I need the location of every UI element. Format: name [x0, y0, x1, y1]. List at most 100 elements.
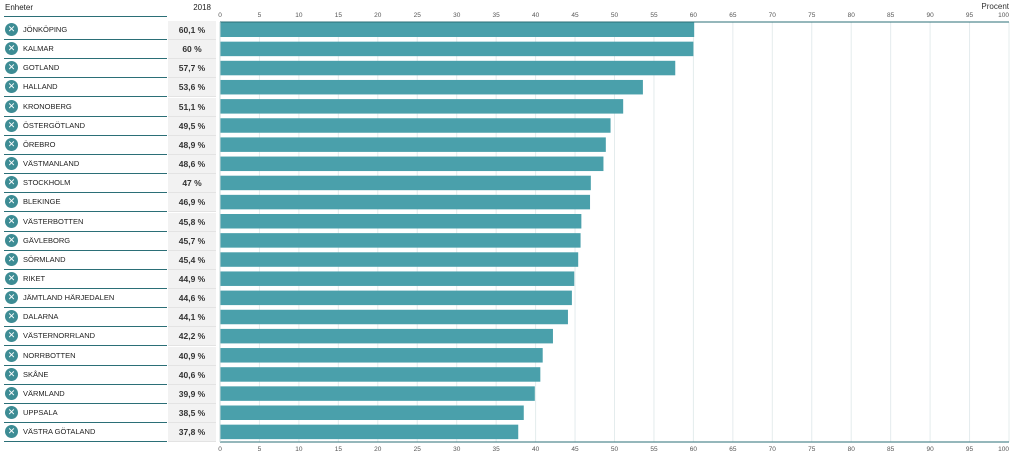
value-cell: 57,7 %	[168, 59, 216, 79]
unit-label: STOCKHOLM	[23, 178, 71, 188]
x-tick-label-bottom: 40	[532, 446, 540, 453]
x-tick-label-top: 10	[295, 12, 303, 19]
unit-cell: ✕ UPPSALA	[4, 404, 167, 423]
table-header: Enheter 2018	[4, 3, 214, 15]
unit-cell: ✕ VÄSTMANLAND	[4, 155, 167, 175]
remove-unit-button[interactable]: ✕	[5, 80, 18, 94]
x-tick-label-top: 5	[258, 12, 262, 19]
unit-cell: ✕ JÖNKÖPING	[4, 21, 167, 40]
value-cell: 44,1 %	[168, 308, 216, 328]
table-row: ✕ GÄVLEBORG 45,7 %	[4, 231, 216, 251]
remove-unit-button[interactable]: ✕	[5, 271, 18, 285]
unit-label: VÄRMLAND	[23, 388, 65, 398]
unit-cell: ✕ KRONOBERG	[4, 98, 167, 117]
x-tick-label-top: 30	[453, 12, 461, 19]
x-tick-label-top: 60	[690, 12, 698, 19]
unit-label: JÄMTLAND HÄRJEDALEN	[23, 293, 115, 303]
value-cell: 53,6 %	[168, 78, 216, 98]
unit-cell: ✕ SKÅNE	[4, 366, 167, 385]
remove-unit-button[interactable]: ✕	[5, 348, 18, 362]
unit-cell: ✕ VÄRMLAND	[4, 385, 167, 404]
value-cell: 60 %	[168, 40, 216, 60]
table-row: ✕ SÖRMLAND 45,4 %	[4, 250, 216, 270]
remove-unit-button[interactable]: ✕	[5, 61, 18, 75]
x-tick-label-top: 55	[650, 12, 658, 19]
unit-label: DALARNA	[23, 312, 59, 322]
remove-unit-button[interactable]: ✕	[5, 214, 18, 228]
x-tick-label-bottom: 100	[998, 446, 1009, 453]
unit-label: KALMAR	[23, 44, 54, 54]
remove-unit-button[interactable]: ✕	[5, 252, 18, 266]
bar	[220, 60, 676, 76]
x-tick-label-bottom: 0	[218, 446, 222, 453]
bar	[220, 348, 543, 363]
value-cell: 37,8 %	[168, 423, 216, 443]
bar	[220, 41, 694, 57]
remove-unit-button[interactable]: ✕	[5, 310, 18, 324]
table-row: ✕ KRONOBERG 51,1 %	[4, 97, 216, 117]
bar	[220, 328, 553, 344]
unit-cell: ✕ VÄSTERBOTTEN	[4, 213, 167, 232]
x-tick-label-bottom: 35	[493, 446, 501, 453]
unit-label: VÄSTRA GÖTALAND	[23, 427, 96, 437]
remove-unit-button[interactable]: ✕	[5, 118, 18, 132]
x-tick-label-bottom: 30	[453, 446, 461, 453]
table-row: ✕ JÄMTLAND HÄRJEDALEN 44,6 %	[4, 289, 216, 309]
remove-unit-button[interactable]: ✕	[5, 137, 18, 151]
remove-unit-button[interactable]: ✕	[5, 291, 18, 305]
x-tick-label-bottom: 75	[808, 446, 816, 453]
bar	[220, 424, 519, 440]
unit-cell: ✕ BLEKINGE	[4, 193, 167, 213]
bar	[220, 79, 643, 95]
bar	[220, 118, 611, 133]
unit-label: JÖNKÖPING	[23, 25, 68, 34]
bar	[220, 309, 568, 325]
unit-label: NORRBOTTEN	[23, 350, 76, 360]
remove-unit-button[interactable]: ✕	[5, 425, 18, 439]
x-tick-label-top: 45	[571, 12, 579, 19]
unit-label: SKÅNE	[23, 369, 49, 379]
unit-label: BLEKINGE	[23, 197, 61, 207]
remove-unit-button[interactable]: ✕	[5, 195, 18, 209]
x-tick-label-bottom: 15	[335, 446, 343, 453]
value-cell: 60,1 %	[168, 21, 216, 40]
x-tick-label-bottom: 25	[414, 446, 422, 453]
value-cell: 39,9 %	[168, 384, 216, 404]
remove-unit-button[interactable]: ✕	[5, 42, 18, 56]
x-tick-label-bottom: 65	[729, 446, 737, 453]
unit-label: VÄSTERNORRLAND	[23, 331, 96, 341]
unit-cell: ✕ KALMAR	[4, 40, 167, 60]
remove-unit-button[interactable]: ✕	[5, 23, 18, 36]
unit-cell: ✕ GOTLAND	[4, 59, 167, 79]
remove-unit-button[interactable]: ✕	[5, 176, 18, 190]
remove-unit-button[interactable]: ✕	[5, 99, 18, 113]
remove-unit-button[interactable]: ✕	[5, 386, 18, 400]
value-cell: 47 %	[168, 174, 216, 194]
value-cell: 40,9 %	[168, 346, 216, 366]
x-tick-label-top: 70	[769, 12, 777, 19]
value-cell: 42,2 %	[168, 327, 216, 347]
value-cell: 44,9 %	[168, 269, 216, 289]
bar	[220, 214, 582, 229]
remove-unit-button[interactable]: ✕	[5, 233, 18, 247]
unit-cell: ✕ NORRBOTTEN	[4, 347, 167, 366]
remove-unit-button[interactable]: ✕	[5, 157, 18, 171]
bar	[220, 99, 624, 114]
unit-label: RIKET	[23, 273, 46, 283]
units-header: Enheter	[5, 3, 34, 12]
unit-cell: ✕ STOCKHOLM	[4, 174, 167, 194]
remove-unit-button[interactable]: ✕	[5, 367, 18, 381]
unit-cell: ✕ VÄSTRA GÖTALAND	[4, 423, 167, 443]
x-tick-label-bottom: 50	[611, 446, 619, 453]
unit-label: HALLAND	[23, 82, 58, 92]
value-cell: 40,6 %	[168, 365, 216, 385]
unit-cell: ✕ HALLAND	[4, 78, 167, 98]
value-cell: 48,9 %	[168, 135, 216, 155]
remove-unit-button[interactable]: ✕	[5, 406, 18, 419]
remove-unit-button[interactable]: ✕	[5, 329, 18, 343]
unit-cell: ✕ VÄSTERNORRLAND	[4, 327, 167, 347]
x-tick-label-top: 75	[808, 12, 816, 19]
value-cell: 51,1 %	[168, 97, 216, 117]
table-row: ✕ VÄSTERNORRLAND 42,2 %	[4, 327, 216, 347]
x-tick-label-top: 15	[335, 12, 343, 19]
